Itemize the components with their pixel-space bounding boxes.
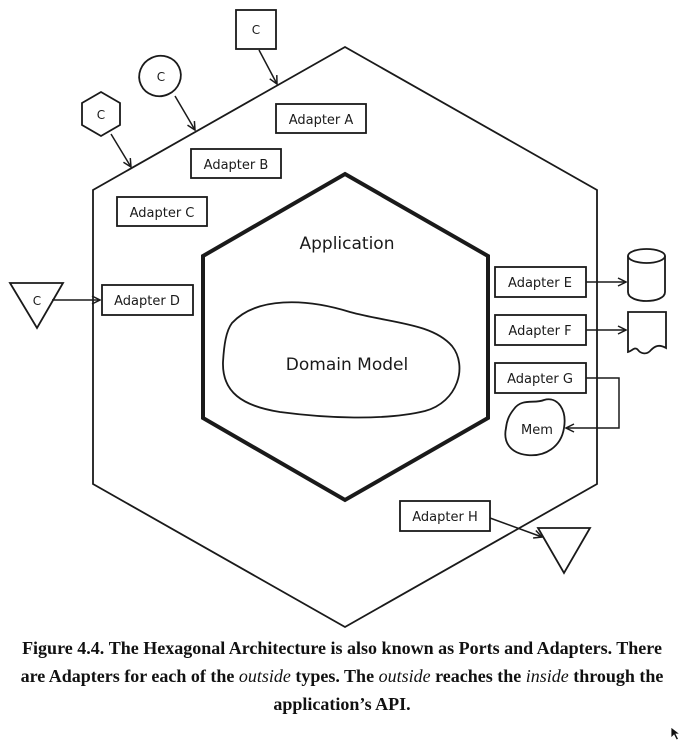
mouse-cursor-icon [670, 726, 682, 741]
adapter-h: Adapter H [399, 500, 491, 532]
caption-part4: through the application’s API. [273, 666, 664, 714]
adapter-b: Adapter B [190, 148, 282, 179]
client-ellipse: C [138, 54, 182, 98]
database-icon [627, 248, 666, 302]
application-hexagon [201, 171, 490, 503]
adapter-d: Adapter D [101, 284, 194, 316]
figure-label: Figure 4.4. [22, 638, 105, 658]
adapter-f-label: Adapter F [508, 324, 571, 339]
application-label: Application [300, 234, 395, 254]
adapter-f: Adapter F [494, 314, 587, 346]
adapter-g-label: Adapter G [507, 372, 573, 387]
client-triangle-label: C [33, 294, 41, 308]
domain-model-blob [222, 301, 461, 419]
domain-model-label: Domain Model [286, 355, 408, 375]
adapter-c: Adapter C [116, 196, 208, 227]
client-hexagon: C [81, 90, 121, 138]
client-square-label: C [252, 23, 260, 37]
figure-caption: Figure 4.4. The Hexagonal Architecture i… [14, 634, 670, 718]
caption-part3: reaches the [435, 666, 522, 686]
caption-inside: inside [525, 666, 569, 686]
client-hexagon-label: C [97, 108, 105, 122]
client-square-arrow [258, 49, 277, 84]
adapter-g: Adapter G [494, 362, 587, 394]
caption-outside-1: outside [238, 666, 291, 686]
adapter-a-label: Adapter A [289, 113, 354, 128]
client-square: C [235, 9, 277, 50]
caption-part2: types. The [295, 666, 375, 686]
adapter-a: Adapter A [275, 103, 367, 134]
caption-part1: The Hexagonal Architecture is also known… [20, 638, 662, 686]
memory-icon: Mem [504, 398, 566, 457]
adapter-h-label: Adapter H [412, 510, 477, 525]
caption-outside-2: outside [378, 666, 431, 686]
client-ellipse-label: C [157, 70, 165, 84]
document-icon [627, 311, 667, 355]
adapter-c-label: Adapter C [130, 206, 195, 221]
adapter-e: Adapter E [494, 266, 587, 298]
adapter-d-label: Adapter D [114, 294, 180, 309]
client-triangle: C [8, 282, 65, 330]
adapter-g-arrow [566, 377, 620, 428]
output-triangle [536, 527, 592, 575]
outer-hexagon [92, 45, 598, 629]
client-ellipse-arrow [174, 95, 195, 130]
adapter-h-arrow [489, 517, 542, 537]
client-hexagon-arrow [110, 133, 131, 167]
hexagonal-architecture-diagram: Application Domain Model Adapter A Adapt… [8, 9, 667, 629]
mem-label: Mem [521, 423, 553, 438]
adapter-e-label: Adapter E [508, 276, 572, 291]
adapter-b-label: Adapter B [204, 158, 269, 173]
